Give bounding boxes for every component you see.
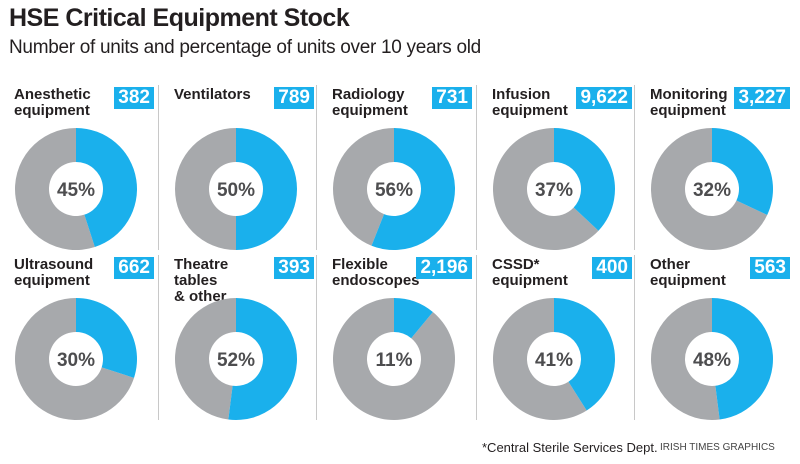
units-badge: 400 <box>592 257 632 279</box>
donut-slice-over-10-years <box>712 128 773 215</box>
donut-slice-over-10-years <box>554 298 615 411</box>
divider <box>476 255 477 420</box>
donut-panel: Anesthetic equipment 382 45% <box>0 85 158 255</box>
donut-chart: 41% <box>492 298 615 420</box>
units-badge: 382 <box>114 87 154 109</box>
donut-slice-over-10-years <box>394 298 433 339</box>
category-label: Ventilators <box>174 86 251 103</box>
donut-slice-remainder <box>174 128 236 250</box>
donut-slice-remainder <box>333 298 455 420</box>
donut-slice-over-10-years <box>76 128 137 248</box>
percent-label: 50% <box>217 180 255 201</box>
donut-panel: CSSD* equipment 400 41% <box>478 255 636 425</box>
donut-slice-over-10-years <box>228 298 298 420</box>
percent-label: 45% <box>57 180 95 201</box>
donut-slice-over-10-years <box>76 298 137 378</box>
donut-chart: 48% <box>650 298 773 420</box>
donut-panel: Radiology equipment 731 56% <box>318 85 476 255</box>
category-label: Theatre tables & other <box>174 256 229 305</box>
category-label: Infusion equipment <box>492 86 568 119</box>
chart-subtitle: Number of units and percentage of units … <box>9 37 481 58</box>
donut-panel: Infusion equipment 9,622 37% <box>478 85 636 255</box>
divider <box>158 255 159 420</box>
footnote: *Central Sterile Services Dept. <box>482 440 658 455</box>
percent-label: 37% <box>535 180 573 201</box>
category-label: Flexible endoscopes <box>332 256 420 289</box>
units-badge: 563 <box>750 257 790 279</box>
donut-slice-over-10-years <box>712 298 773 420</box>
units-badge: 2,196 <box>416 257 472 279</box>
donut-slice-remainder <box>651 128 768 250</box>
units-badge: 393 <box>274 257 314 279</box>
donut-chart: 56% <box>333 128 456 250</box>
percent-label: 56% <box>375 180 413 201</box>
units-badge: 731 <box>432 87 472 109</box>
donut-chart: 50% <box>174 128 297 250</box>
donut-panel: Monitoring equipment 3,227 32% <box>636 85 794 255</box>
donut-slice-remainder <box>14 128 95 250</box>
divider <box>158 85 159 250</box>
donut-chart: 37% <box>492 128 615 250</box>
percent-label: 52% <box>217 350 255 371</box>
credit: IRISH TIMES GRAPHICS <box>660 442 775 453</box>
donut-panel: Other equipment 563 48% <box>636 255 794 425</box>
donut-chart: 32% <box>651 128 773 250</box>
divider <box>476 85 477 250</box>
donut-panel: Theatre tables & other 393 52% <box>160 255 318 425</box>
units-badge: 9,622 <box>576 87 632 109</box>
category-label: Radiology equipment <box>332 86 408 119</box>
donut-slice-remainder <box>492 128 599 250</box>
donut-chart: 45% <box>14 128 137 250</box>
units-badge: 789 <box>274 87 314 109</box>
category-label: CSSD* equipment <box>492 256 568 289</box>
category-label: Other equipment <box>650 256 726 289</box>
donut-slice-over-10-years <box>554 128 615 231</box>
donut-slice-over-10-years <box>236 128 297 250</box>
donut-slice-remainder <box>333 128 394 246</box>
donut-chart: 30% <box>14 298 137 420</box>
donut-chart: 52% <box>175 298 298 420</box>
divider <box>316 85 317 250</box>
category-label: Monitoring equipment <box>650 86 728 119</box>
donut-slice-remainder <box>14 298 135 420</box>
donut-panel: Flexible endoscopes 2,196 11% <box>318 255 476 425</box>
category-label: Ultrasound equipment <box>14 256 94 289</box>
percent-label: 11% <box>376 350 413 371</box>
donut-slice-over-10-years <box>371 128 456 250</box>
percent-label: 48% <box>693 350 731 371</box>
percent-label: 41% <box>535 350 573 371</box>
divider <box>634 85 635 250</box>
donut-slice-remainder <box>650 298 720 420</box>
units-badge: 3,227 <box>734 87 790 109</box>
category-label: Anesthetic equipment <box>14 86 91 119</box>
donut-panel: Ultrasound equipment 662 30% <box>0 255 158 425</box>
percent-label: 32% <box>693 180 731 201</box>
divider <box>634 255 635 420</box>
donut-slice-remainder <box>175 298 236 420</box>
units-badge: 662 <box>114 257 154 279</box>
donut-chart: 11% <box>333 298 455 420</box>
percent-label: 30% <box>57 350 95 371</box>
donut-panel: Ventilators 789 50% <box>160 85 318 255</box>
chart-title: HSE Critical Equipment Stock <box>9 4 350 32</box>
divider <box>316 255 317 420</box>
donut-slice-remainder <box>492 298 587 420</box>
